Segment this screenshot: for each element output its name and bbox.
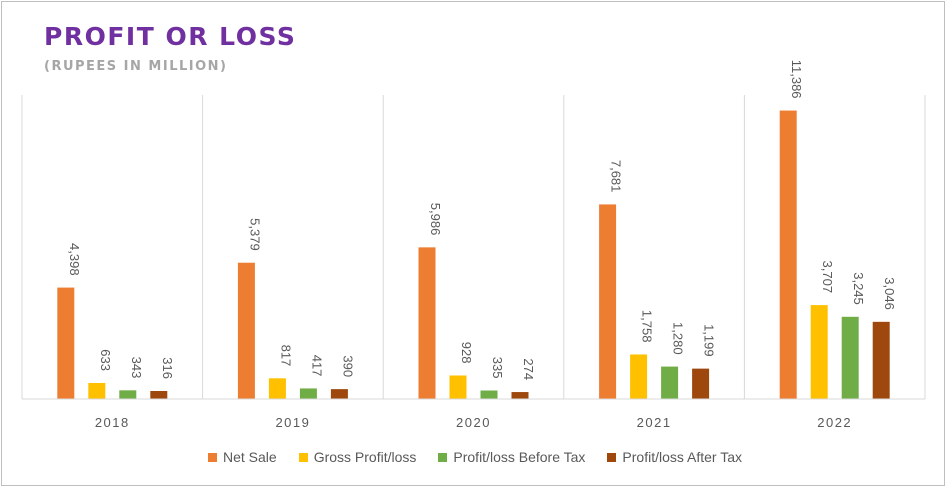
legend-item: Profit/loss Before Tax (438, 449, 585, 465)
bar-2020-1 (449, 375, 467, 399)
data-label: 7,681 (609, 160, 624, 193)
bar-2021-0 (599, 204, 617, 399)
data-label: 5,379 (247, 218, 262, 251)
legend-swatch (438, 452, 448, 462)
chart-subtitle: (RUPEES IN MILLION) (44, 59, 228, 74)
x-tick-label: 2022 (817, 415, 852, 430)
legend-label: Profit/loss Before Tax (453, 449, 586, 465)
data-label: 633 (98, 349, 113, 371)
data-label: 343 (129, 357, 144, 379)
bars (57, 110, 890, 400)
data-label: 1,280 (671, 322, 686, 355)
bar-2019-1 (268, 378, 286, 399)
data-label: 3,046 (882, 277, 897, 310)
bar-2020-3 (511, 392, 529, 399)
bar-2018-3 (150, 390, 168, 399)
legend-swatch (298, 452, 308, 462)
bar-2022-0 (779, 110, 797, 400)
bar-2020-0 (418, 247, 436, 399)
data-label: 417 (309, 355, 324, 377)
data-label: 817 (278, 345, 293, 367)
x-tick-labels: 2018 2019 2020 2021 2022 (95, 415, 852, 430)
legend-label: Profit/loss After Tax (622, 449, 742, 465)
bar-2019-3 (330, 389, 348, 399)
data-label: 3,245 (851, 272, 866, 305)
data-label: 390 (340, 355, 355, 377)
data-labels: 4,398 633 343 316 5,379 817 417 390 5,986 928 335 2… (67, 60, 897, 380)
chart-title: PROFIT OR LOSS (44, 22, 297, 51)
data-label: 1,199 (702, 324, 717, 357)
bar-2018-2 (119, 390, 137, 399)
x-tick-label: 2019 (275, 415, 310, 430)
bar-2019-2 (299, 388, 317, 399)
data-label: 3,707 (820, 261, 835, 294)
bar-2022-3 (872, 321, 890, 399)
legend-item: Profit/loss After Tax (607, 449, 742, 465)
data-label: 4,398 (67, 243, 82, 276)
bar-2020-2 (480, 390, 498, 399)
bar-2018-0 (57, 287, 75, 399)
data-label: 316 (160, 357, 175, 379)
bar-2022-1 (810, 305, 828, 399)
data-label: 928 (459, 342, 474, 364)
data-label: 11,386 (789, 60, 804, 99)
chart-legend: Net Sale Gross Profit/loss Profit/loss Bef… (0, 449, 950, 465)
legend-item: Gross Profit/loss (298, 449, 417, 465)
legend-label: Net Sale (222, 449, 277, 465)
x-tick-label: 2018 (95, 415, 130, 430)
grid-lines (21, 95, 926, 399)
data-label: 274 (521, 358, 536, 380)
legend-swatch (607, 452, 617, 462)
legend-swatch (207, 452, 217, 462)
bar-2021-2 (661, 366, 679, 399)
x-tick-label: 2021 (637, 415, 672, 430)
data-label: 335 (490, 357, 505, 379)
legend-item: Net Sale (207, 449, 277, 465)
x-tick-label: 2020 (456, 415, 491, 430)
bar-2019-0 (237, 262, 255, 399)
bar-2018-1 (88, 382, 106, 399)
legend-label: Gross Profit/loss (313, 449, 417, 465)
data-label: 5,986 (428, 203, 443, 236)
bar-2022-2 (841, 316, 859, 399)
bar-2021-1 (630, 354, 648, 399)
bar-2021-3 (692, 368, 710, 399)
data-label: 1,758 (640, 310, 655, 343)
